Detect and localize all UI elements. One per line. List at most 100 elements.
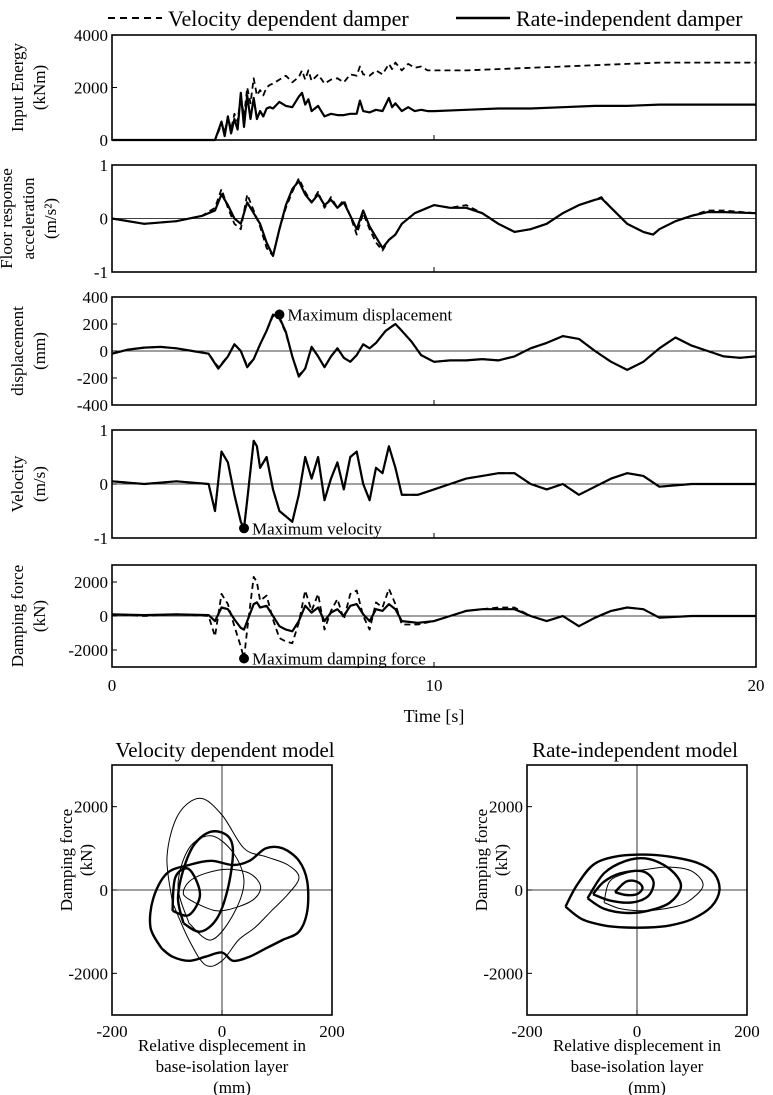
hysteresis-panels: Velocity dependent model-200 0 200-2000020… bbox=[57, 738, 760, 1095]
y-tick-label: 1 bbox=[100, 156, 109, 175]
series-rate-independent bbox=[112, 91, 756, 142]
y-tick-label: 0 bbox=[100, 210, 109, 229]
annotation-label: Maximum velocity bbox=[252, 519, 382, 538]
x-tick-label: 200 bbox=[319, 1022, 345, 1041]
y-tick-label: -2000 bbox=[68, 964, 108, 983]
panel-1: 0 2000 4000 Input Energy (kNm) bbox=[8, 26, 757, 150]
series-velocity-dependent bbox=[112, 61, 756, 141]
shared-x-axis: 0 10 20 Time [s] bbox=[108, 676, 765, 726]
x-tick-10: 10 bbox=[426, 676, 443, 695]
y-axis-label-line: Damping force bbox=[57, 809, 76, 911]
y-axis-label: displacement (mm) bbox=[8, 306, 49, 396]
y-axis-label: Input Energy (kNm) bbox=[8, 43, 49, 132]
y-tick-label: 0 bbox=[100, 131, 109, 150]
x-axis-label: Time [s] bbox=[404, 706, 465, 726]
y-axis-label-line: Floor response bbox=[0, 168, 16, 269]
hysteresis-velocity-dependent: Velocity dependent model-200 0 200-2000020… bbox=[57, 738, 345, 1095]
hysteresis-loop bbox=[603, 866, 704, 912]
x-tick-0: 0 bbox=[108, 676, 117, 695]
panel-2: -1 0 1 Floor response acceleration (m/s²) bbox=[0, 156, 757, 282]
y-axis-label-line: Damping force bbox=[472, 809, 491, 911]
y-axis-label-line: displacement bbox=[8, 306, 27, 396]
y-tick-label: 2000 bbox=[74, 573, 108, 592]
y-tick-label: 4000 bbox=[74, 26, 108, 45]
panel-4: -1 0 1 Velocity (m/s) Maximum velocity bbox=[8, 421, 757, 548]
annotation-label: Maximum displacement bbox=[287, 306, 452, 325]
x-axis-label-line: (mm) bbox=[628, 1078, 666, 1095]
annotation-marker bbox=[239, 653, 250, 664]
hysteresis-loop bbox=[176, 830, 235, 933]
x-tick-label: 200 bbox=[734, 1022, 760, 1041]
x-tick-label: -200 bbox=[511, 1022, 542, 1041]
y-tick-label: 400 bbox=[83, 288, 109, 307]
y-axis-label-line: (m/s) bbox=[30, 466, 49, 502]
panel-title: Rate-independent model bbox=[532, 738, 738, 762]
y-tick-label: 0 bbox=[100, 881, 109, 900]
y-axis-label: Velocity (m/s) bbox=[8, 455, 49, 512]
y-tick-label: 0 bbox=[100, 475, 109, 494]
y-axis-label-line: (kN) bbox=[492, 844, 511, 876]
x-tick-label: -200 bbox=[96, 1022, 127, 1041]
y-tick-label: 1 bbox=[100, 421, 109, 440]
hysteresis-loop bbox=[614, 879, 644, 897]
y-tick-label: -2000 bbox=[68, 641, 108, 660]
y-axis-label: Floor response acceleration (m/s²) bbox=[0, 168, 60, 269]
hysteresis-rate-independent: Rate-independent model-200 0 200-200002000… bbox=[472, 738, 760, 1095]
x-tick-label: 0 bbox=[218, 1022, 227, 1041]
y-axis-label-line: (mm) bbox=[30, 332, 49, 370]
y-axis-label-line: (kNm) bbox=[30, 65, 49, 110]
legend: Velocity dependent damper Rate-independe… bbox=[108, 6, 743, 31]
hysteresis-loop bbox=[586, 856, 683, 915]
series-rate-independent bbox=[111, 180, 757, 257]
annotation-marker bbox=[274, 309, 285, 320]
series-velocity-dependent bbox=[111, 177, 757, 257]
x-axis-label-line: base-isolation layer bbox=[156, 1057, 289, 1076]
hysteresis-loop bbox=[182, 868, 262, 912]
y-axis-label: Damping force (kN) bbox=[8, 565, 49, 667]
hysteresis-loop bbox=[171, 867, 202, 917]
y-tick-label: 2000 bbox=[489, 798, 523, 817]
panel-3: -400 -200 0 200 400 displacement (mm) Maximum d… bbox=[8, 288, 757, 415]
y-tick-label: 2000 bbox=[74, 798, 108, 817]
y-axis-label-line: acceleration bbox=[19, 177, 38, 260]
series-velocity-dependent bbox=[111, 315, 757, 377]
y-tick-label: 0 bbox=[515, 881, 524, 900]
y-axis-label-line: Input Energy bbox=[8, 43, 27, 132]
series-rate-independent bbox=[111, 313, 757, 378]
y-tick-label: 0 bbox=[100, 342, 109, 361]
series-rate-independent bbox=[111, 601, 756, 633]
annotation-marker bbox=[239, 523, 250, 534]
y-axis-label-line: (kN) bbox=[77, 844, 96, 876]
hysteresis-loop bbox=[592, 869, 655, 904]
y-tick-label: -200 bbox=[77, 369, 108, 388]
hysteresis-loop bbox=[177, 835, 245, 941]
y-axis-label-line: Velocity bbox=[8, 455, 27, 512]
x-tick-20: 20 bbox=[748, 676, 765, 695]
hysteresis-loop bbox=[148, 845, 310, 963]
y-tick-label: 2000 bbox=[74, 79, 108, 98]
y-axis-label-line: (m/s²) bbox=[41, 198, 60, 239]
x-axis-label-line: Relative displecement in bbox=[138, 1036, 307, 1055]
y-axis-label-line: (kN) bbox=[30, 600, 49, 632]
y-tick-label: -1 bbox=[94, 263, 108, 282]
y-tick-label: -2000 bbox=[483, 964, 523, 983]
x-axis-label-line: base-isolation layer bbox=[571, 1057, 704, 1076]
x-axis-label-line: (mm) bbox=[213, 1078, 251, 1095]
annotation-label: Maximum damping force bbox=[252, 650, 426, 669]
series-rate-independent bbox=[111, 439, 756, 530]
x-axis-label-line: Relative displecement in bbox=[553, 1036, 722, 1055]
y-axis-label-line: Damping force bbox=[8, 565, 27, 667]
hysteresis-loop bbox=[166, 797, 300, 967]
legend-label-rate: Rate-independent damper bbox=[516, 6, 743, 31]
legend-label-velocity: Velocity dependent damper bbox=[168, 6, 409, 31]
hysteresis-loop bbox=[564, 853, 721, 929]
y-tick-label: 200 bbox=[83, 315, 109, 334]
panel-title: Velocity dependent model bbox=[115, 738, 334, 762]
y-tick-label: -400 bbox=[77, 396, 108, 415]
x-tick-label: 0 bbox=[633, 1022, 642, 1041]
y-tick-label: -1 bbox=[94, 529, 108, 548]
panel-frame bbox=[111, 34, 757, 141]
y-tick-label: 0 bbox=[100, 607, 109, 626]
